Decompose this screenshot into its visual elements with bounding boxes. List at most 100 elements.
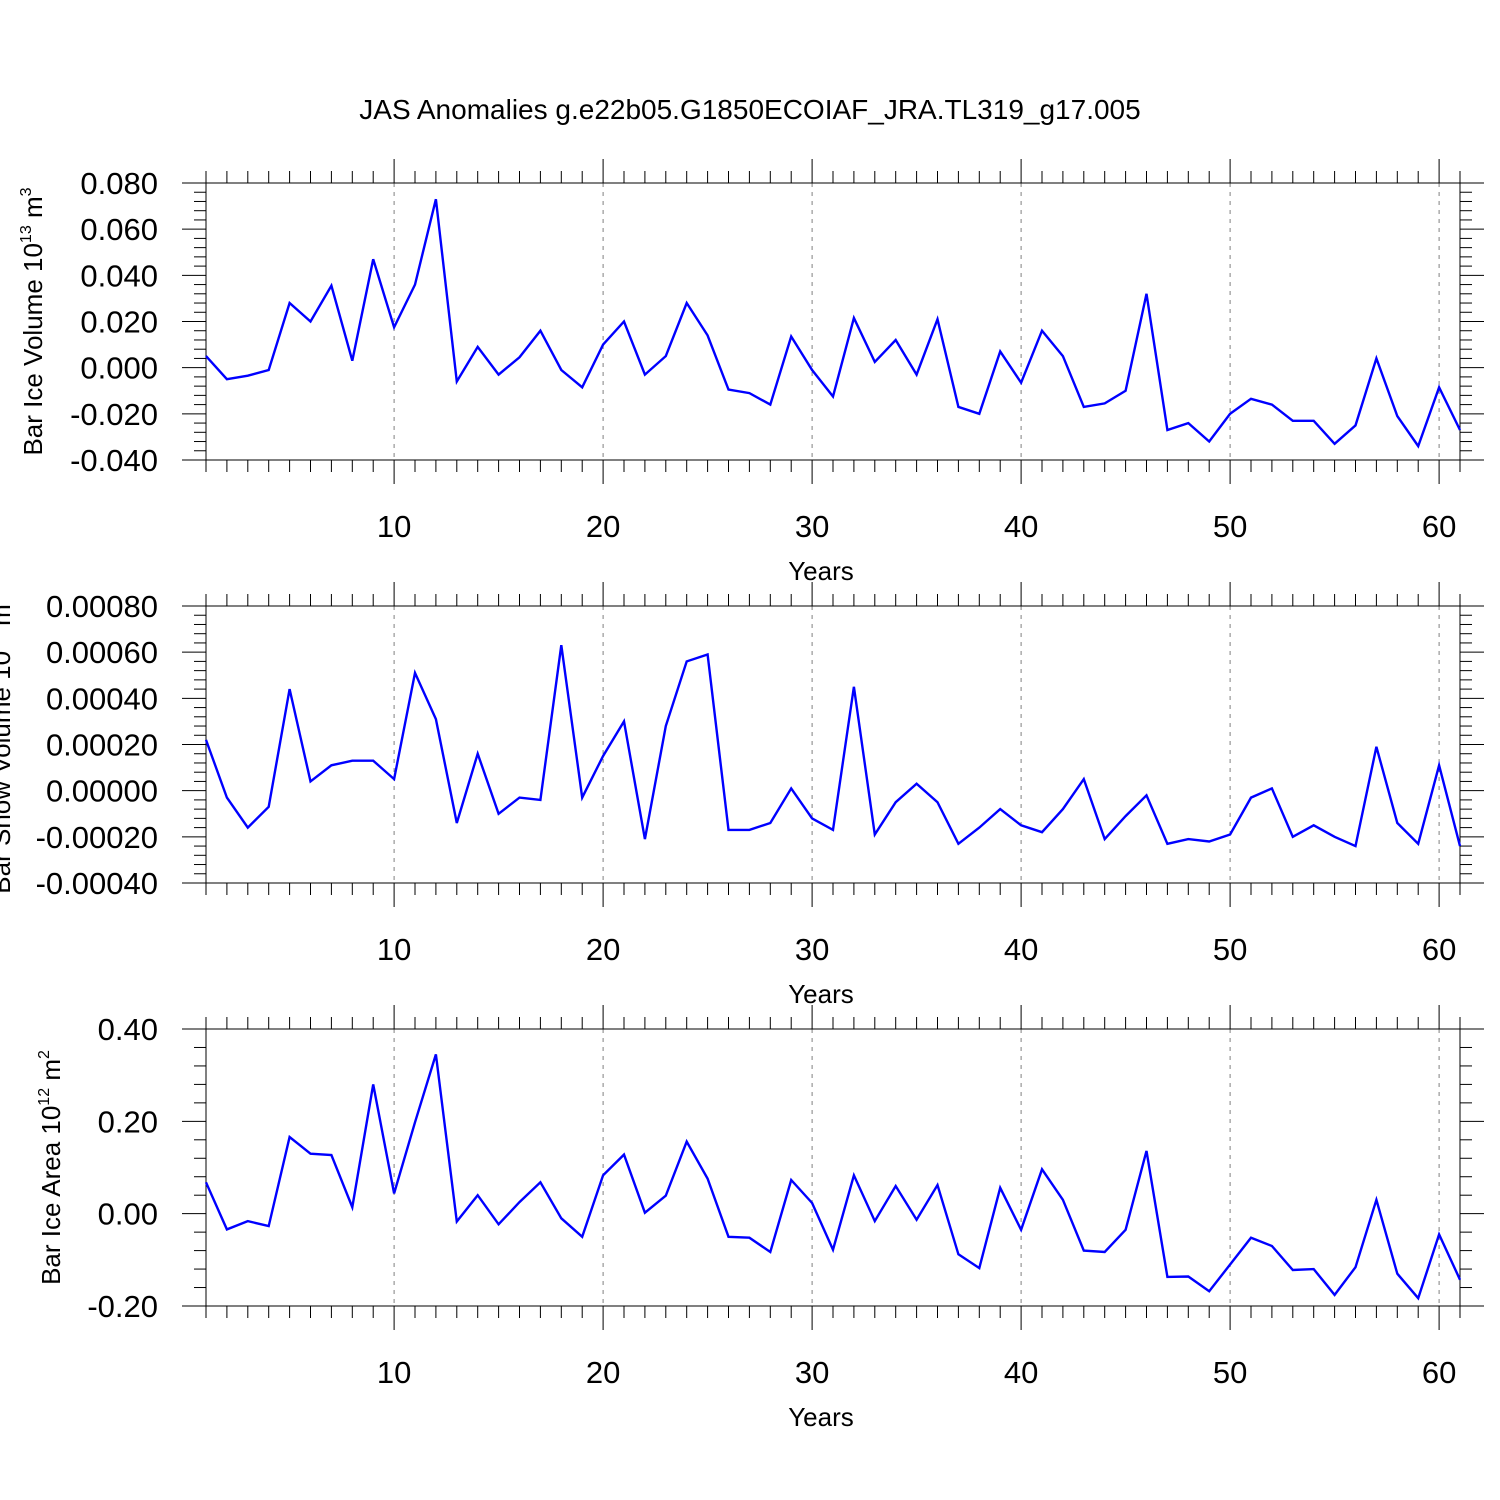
data-point bbox=[1459, 845, 1461, 847]
data-point bbox=[832, 395, 834, 397]
x-tick-label: 30 bbox=[795, 509, 829, 544]
data-point bbox=[665, 1194, 667, 1196]
data-point bbox=[393, 778, 395, 780]
data-point bbox=[288, 302, 290, 304]
data-point bbox=[1333, 1294, 1335, 1296]
data-point bbox=[351, 759, 353, 761]
data-point bbox=[1041, 330, 1043, 332]
x-tick-label: 60 bbox=[1422, 1355, 1456, 1390]
data-point bbox=[226, 796, 228, 798]
y-axis-label-text: m bbox=[0, 604, 16, 633]
data-point bbox=[226, 1228, 228, 1230]
y-tick-label: 0.060 bbox=[80, 212, 158, 247]
data-point bbox=[1459, 429, 1461, 431]
data-point bbox=[1292, 1269, 1294, 1271]
data-point bbox=[832, 1248, 834, 1250]
data-point bbox=[330, 764, 332, 766]
data-point bbox=[936, 1184, 938, 1186]
data-point bbox=[978, 826, 980, 828]
data-point bbox=[665, 725, 667, 727]
data-point bbox=[623, 1153, 625, 1155]
y-axis-label-superscript: 3 bbox=[0, 595, 3, 604]
data-point bbox=[581, 386, 583, 388]
data-point bbox=[1438, 386, 1440, 388]
data-point bbox=[247, 826, 249, 828]
data-point bbox=[895, 339, 897, 341]
data-point bbox=[748, 392, 750, 394]
data-point bbox=[247, 375, 249, 377]
data-point bbox=[748, 829, 750, 831]
panels: 10 20 30 40 50 60 -0.040 -0.020 0.000 0.020 0.040 0… bbox=[0, 159, 1484, 1432]
data-point bbox=[226, 378, 228, 380]
data-point bbox=[957, 406, 959, 408]
data-point bbox=[205, 739, 207, 741]
data-point bbox=[1062, 808, 1064, 810]
data-point bbox=[1396, 1272, 1398, 1274]
y-axis-label-text: Bar Snow Volume 10 bbox=[0, 651, 16, 894]
data-point bbox=[372, 1083, 374, 1085]
x-tick-label: 10 bbox=[377, 932, 411, 967]
y-tick-label: 0.00040 bbox=[46, 681, 158, 716]
data-point bbox=[748, 1236, 750, 1238]
data-point bbox=[435, 718, 437, 720]
data-point bbox=[727, 829, 729, 831]
data-point bbox=[706, 653, 708, 655]
data-point bbox=[769, 403, 771, 405]
data-point bbox=[539, 330, 541, 332]
data-point bbox=[288, 688, 290, 690]
data-point bbox=[1271, 1245, 1273, 1247]
data-point bbox=[623, 720, 625, 722]
data-point bbox=[1208, 1290, 1210, 1292]
data-point bbox=[769, 822, 771, 824]
data-point bbox=[1083, 406, 1085, 408]
data-point bbox=[790, 1179, 792, 1181]
data-point bbox=[686, 302, 688, 304]
data-point bbox=[1020, 381, 1022, 383]
data-point bbox=[1459, 1278, 1461, 1280]
data-point bbox=[853, 686, 855, 688]
data-point bbox=[518, 796, 520, 798]
data-point bbox=[1041, 1168, 1043, 1170]
data-point bbox=[874, 1220, 876, 1222]
data-point bbox=[1417, 1297, 1419, 1299]
data-point bbox=[1354, 424, 1356, 426]
y-axis-label-superscript: 2 bbox=[36, 1050, 53, 1059]
x-tick-label: 20 bbox=[586, 509, 620, 544]
x-tick-label: 50 bbox=[1213, 1355, 1247, 1390]
data-point bbox=[895, 1185, 897, 1187]
data-point bbox=[957, 1253, 959, 1255]
data-point bbox=[999, 1187, 1001, 1189]
x-tick-label: 20 bbox=[586, 1355, 620, 1390]
data-point bbox=[309, 780, 311, 782]
data-point bbox=[330, 285, 332, 287]
data-point bbox=[623, 320, 625, 322]
data-point bbox=[309, 1152, 311, 1154]
data-point bbox=[351, 1206, 353, 1208]
data-point bbox=[518, 356, 520, 358]
data-point bbox=[895, 801, 897, 803]
data-point bbox=[811, 1202, 813, 1204]
data-point bbox=[560, 369, 562, 371]
y-tick-label: 0.00000 bbox=[46, 774, 158, 809]
data-point bbox=[1271, 787, 1273, 789]
y-tick-label: -0.040 bbox=[70, 443, 158, 478]
data-point bbox=[644, 373, 646, 375]
data-point bbox=[999, 350, 1001, 352]
x-tick-label: 40 bbox=[1004, 509, 1038, 544]
data-point bbox=[393, 326, 395, 328]
data-point bbox=[602, 755, 604, 757]
x-tick-label: 40 bbox=[1004, 1355, 1038, 1390]
y-tick-label: 0.00020 bbox=[46, 728, 158, 763]
data-point bbox=[372, 258, 374, 260]
data-point bbox=[978, 1267, 980, 1269]
data-point bbox=[1020, 1229, 1022, 1231]
data-point bbox=[874, 833, 876, 835]
data-point bbox=[602, 1174, 604, 1176]
data-point bbox=[1145, 293, 1147, 295]
data-point bbox=[1041, 831, 1043, 833]
data-point bbox=[1250, 398, 1252, 400]
data-point bbox=[205, 1181, 207, 1183]
x-tick-label: 30 bbox=[795, 1355, 829, 1390]
x-tick-label: 60 bbox=[1422, 932, 1456, 967]
